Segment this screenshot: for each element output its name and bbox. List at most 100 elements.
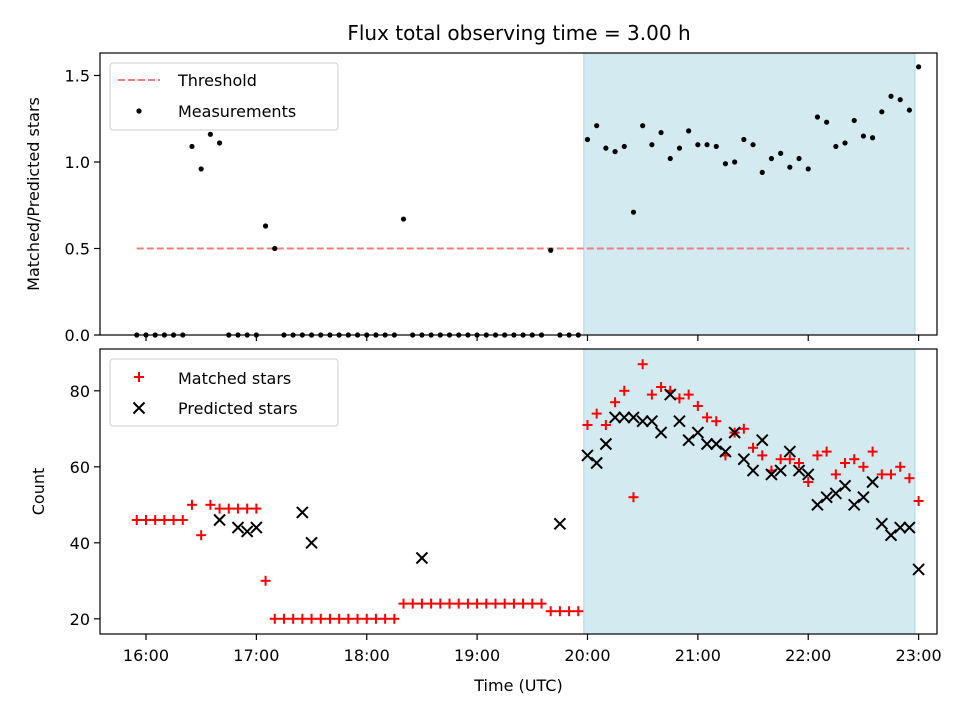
measurement-point xyxy=(612,149,618,155)
predicted-star-point xyxy=(296,506,309,519)
matched-star-point xyxy=(646,389,657,400)
matched-star-point xyxy=(803,477,814,487)
legend-measurements-swatch xyxy=(136,108,142,114)
measurement-point xyxy=(842,140,848,146)
x-tick-label: 22:00 xyxy=(785,646,831,665)
measurement-point xyxy=(704,142,710,148)
matched-star-point xyxy=(352,613,363,624)
matched-star-point xyxy=(591,408,602,419)
measurement-point xyxy=(630,209,637,215)
predicted-star-point xyxy=(903,521,916,534)
matched-star-point xyxy=(177,515,188,525)
legend-predicted-swatch xyxy=(132,401,146,415)
measurement-point xyxy=(879,109,885,115)
y-tick-label: 1.0 xyxy=(65,153,90,172)
predicted-star-point xyxy=(848,498,861,512)
matched-star-point xyxy=(407,598,418,609)
bottom-shaded-region xyxy=(583,348,916,635)
measurement-point xyxy=(870,135,876,141)
matched-star-point xyxy=(131,515,142,525)
matched-star-point xyxy=(389,613,400,624)
bottom-legend: Matched stars Predicted stars xyxy=(109,358,339,427)
matched-star-point xyxy=(269,613,280,624)
matched-star-point xyxy=(306,613,317,624)
bottom-panel: 20 40 60 80 16:00 17:00 18:00 19:00 20:00 21:00 2… xyxy=(29,348,942,695)
matched-star-point xyxy=(794,458,805,468)
matched-star-point xyxy=(895,461,906,472)
matched-star-point xyxy=(278,613,289,624)
measurement-point xyxy=(916,64,922,70)
matched-star-point xyxy=(830,469,841,480)
matched-star-point xyxy=(490,598,501,609)
matched-star-point xyxy=(398,598,409,609)
predicted-star-point xyxy=(590,456,603,470)
matched-star-point xyxy=(343,613,354,624)
matched-star-point xyxy=(223,503,234,514)
top-x-ticks xyxy=(145,335,920,341)
bottom-y-axis-label: Count xyxy=(29,468,48,516)
legend-matched-label: Matched stars xyxy=(178,369,291,388)
predicted-star-point xyxy=(866,475,879,489)
measurement-point xyxy=(860,133,867,139)
legend-measurements-label: Measurements xyxy=(178,102,296,121)
top-y-axis-label: Matched/Predicted stars xyxy=(24,97,43,291)
measurement-point xyxy=(713,143,719,150)
matched-star-point xyxy=(159,515,170,525)
predicted-star-point xyxy=(829,487,843,500)
matched-star-point xyxy=(849,454,860,465)
top-panel: 0.0 0.5 1.0 1.5 Matched/Predicted stars Thr… xyxy=(24,52,938,345)
bottom-x-ticks: 16:00 17:00 18:00 19:00 20:00 21:00 22:00 23:00 xyxy=(123,634,942,665)
matched-star-point xyxy=(508,598,519,609)
predicted-star-point xyxy=(894,521,907,534)
matched-stars-series xyxy=(131,359,924,624)
predicted-star-point xyxy=(599,437,613,451)
predicted-stars-series xyxy=(213,388,925,576)
measurement-point xyxy=(603,145,609,151)
predicted-star-point xyxy=(654,426,668,439)
measurement-point xyxy=(833,143,839,150)
matched-star-point xyxy=(426,598,437,609)
matched-star-point xyxy=(784,454,795,465)
measurement-point xyxy=(824,119,830,125)
legend-predicted-label: Predicted stars xyxy=(178,399,298,418)
predicted-star-point xyxy=(682,433,695,447)
matched-star-point xyxy=(637,359,648,370)
predicted-star-point xyxy=(213,513,226,527)
y-tick-label: 60 xyxy=(70,458,90,477)
matched-star-point xyxy=(757,450,768,461)
measurement-point xyxy=(640,123,646,129)
measurement-point xyxy=(750,142,756,148)
matched-star-point xyxy=(545,606,556,617)
matched-star-point xyxy=(251,503,262,514)
x-tick-label: 21:00 xyxy=(675,646,721,665)
predicted-star-point xyxy=(912,563,925,576)
matched-star-point xyxy=(499,598,510,609)
measurement-point xyxy=(189,143,195,150)
matched-star-point xyxy=(518,598,529,609)
predicted-star-point xyxy=(700,437,714,451)
measurement-point xyxy=(584,136,591,143)
matched-star-point xyxy=(876,469,887,480)
predicted-star-point xyxy=(765,468,778,481)
measurements-series xyxy=(134,64,922,338)
y-tick-label: 0.0 xyxy=(65,326,90,345)
predicted-star-point xyxy=(820,490,833,504)
predicted-star-point xyxy=(553,517,567,531)
chart-title: Flux total observing time = 3.00 h xyxy=(347,21,690,45)
matched-star-point xyxy=(702,412,713,423)
x-tick-label: 17:00 xyxy=(233,646,279,665)
matched-star-point xyxy=(904,473,915,484)
measurement-point xyxy=(548,247,554,253)
predicted-star-point xyxy=(875,517,889,531)
measurement-point xyxy=(207,131,213,137)
matched-star-point xyxy=(692,401,703,411)
x-tick-label: 23:00 xyxy=(896,646,942,665)
bottom-y-ticks: 20 40 60 80 xyxy=(70,382,100,629)
matched-star-point xyxy=(536,598,547,609)
matched-star-point xyxy=(481,598,492,609)
measurement-point xyxy=(695,142,701,148)
predicted-star-point xyxy=(627,411,640,424)
matched-star-point xyxy=(186,499,197,510)
top-shaded-region xyxy=(583,52,916,336)
predicted-star-point xyxy=(728,426,741,439)
